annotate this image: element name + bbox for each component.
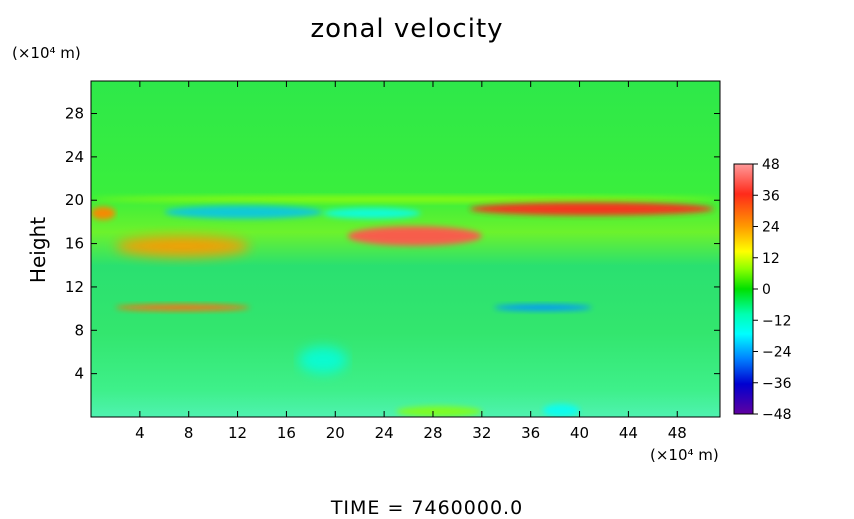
x-tick-label: 12 bbox=[228, 424, 247, 442]
x-tick-label: 44 bbox=[619, 424, 638, 442]
velocity-feature bbox=[396, 406, 482, 417]
plot-frame bbox=[90, 80, 721, 418]
colorbar-tick-label: −36 bbox=[762, 376, 792, 392]
x-tick-label: 8 bbox=[184, 424, 194, 442]
y-tick-label: 28 bbox=[65, 105, 84, 123]
x-tick-label: 24 bbox=[375, 424, 394, 442]
x-tick-label: 16 bbox=[277, 424, 296, 442]
x-tick-label: 40 bbox=[570, 424, 589, 442]
y-tick-label: 4 bbox=[74, 365, 84, 383]
x-tick-label: 48 bbox=[668, 424, 687, 442]
velocity-feature bbox=[323, 207, 421, 219]
x-tick-label: 4 bbox=[135, 424, 145, 442]
velocity-feature bbox=[469, 202, 714, 216]
x-tick-label: 36 bbox=[521, 424, 540, 442]
velocity-feature bbox=[298, 346, 348, 374]
y-tick-label: 24 bbox=[65, 148, 84, 166]
y-tick-label: 8 bbox=[74, 321, 84, 339]
x-tick-label: 32 bbox=[472, 424, 491, 442]
chart-title: zonal velocity bbox=[310, 14, 504, 44]
velocity-feature bbox=[542, 403, 580, 417]
colorbar-tick-label: 36 bbox=[762, 188, 780, 204]
y-axis-ticks: 4 8 12 16 20 24 28 bbox=[65, 105, 720, 383]
velocity-feature bbox=[494, 304, 592, 311]
y-tick-label: 20 bbox=[65, 191, 84, 209]
velocity-feature bbox=[164, 205, 324, 219]
colorbar bbox=[733, 163, 754, 415]
y-tick-label: 16 bbox=[65, 235, 84, 253]
colorbar-tick-label: −24 bbox=[762, 345, 792, 361]
velocity-feature bbox=[91, 196, 720, 203]
colorbar-tick-label: 12 bbox=[762, 251, 780, 267]
time-label: TIME = 7460000.0 bbox=[330, 497, 524, 519]
colorbar-tick-label: −12 bbox=[762, 313, 792, 329]
y-axis-unit: (×10⁴ m) bbox=[12, 44, 81, 62]
velocity-feature bbox=[91, 206, 116, 220]
velocity-feature bbox=[115, 304, 250, 311]
y-tick-label: 12 bbox=[65, 278, 84, 296]
x-tick-label: 28 bbox=[423, 424, 442, 442]
colorbar-tick-label: −48 bbox=[762, 407, 792, 423]
colorbar-ticks: 48 36 24 12 0 −12 −24 −36 −48 bbox=[753, 157, 792, 423]
x-axis-unit: (×10⁴ m) bbox=[650, 446, 719, 464]
colorbar-tick-label: 0 bbox=[762, 282, 771, 298]
colorbar-tick-label: 24 bbox=[762, 220, 780, 236]
velocity-feature bbox=[115, 235, 250, 257]
velocity-field bbox=[91, 196, 720, 417]
x-tick-label: 20 bbox=[326, 424, 345, 442]
x-axis-ticks: 4 8 12 16 20 24 28 32 36 40 44 48 bbox=[135, 81, 687, 442]
velocity-feature bbox=[347, 226, 482, 246]
colorbar-tick-label: 48 bbox=[762, 157, 780, 173]
